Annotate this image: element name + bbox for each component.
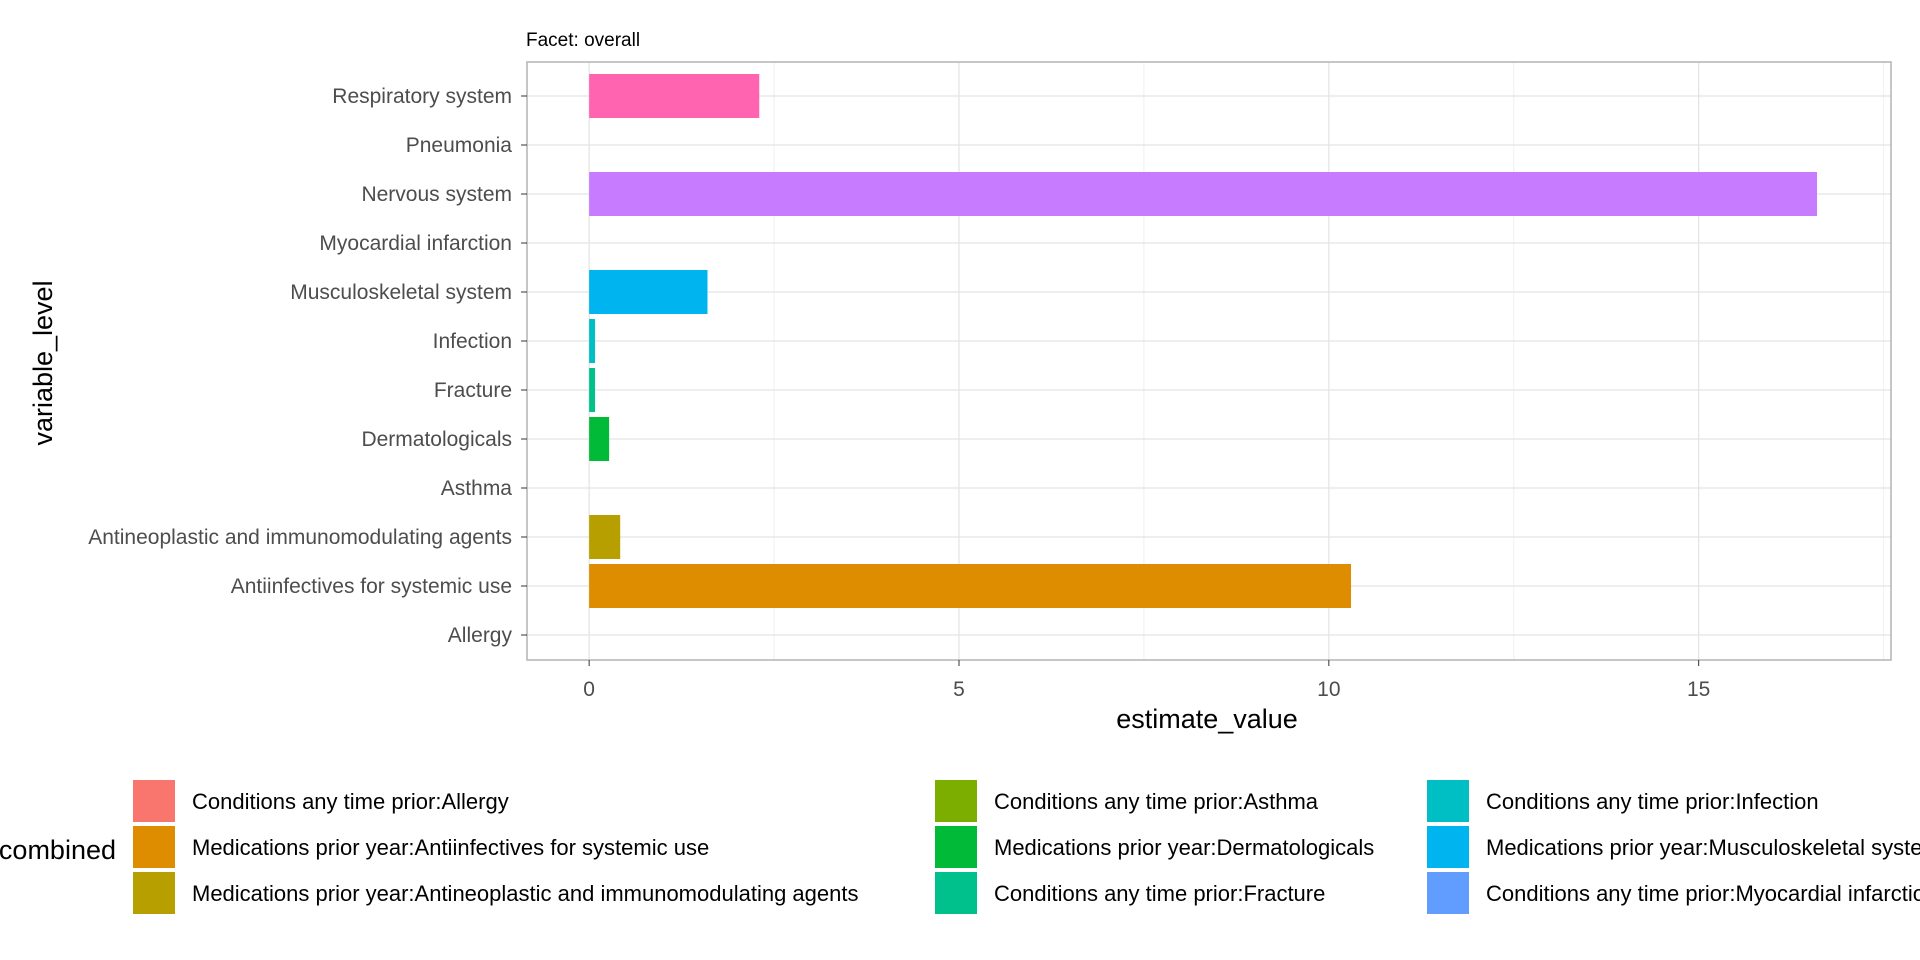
legend-label: Conditions any time prior:Allergy: [192, 789, 509, 814]
bar: [589, 368, 596, 412]
y-axis-title: variable_level: [28, 280, 58, 445]
legend-key: [1427, 872, 1469, 914]
bar: [589, 515, 621, 559]
panel-border: [526, 61, 1892, 661]
legend-label: Conditions any time prior:Fracture: [994, 881, 1325, 906]
y-tick-label: Myocardial infarction: [319, 232, 512, 255]
legend-label: Medications prior year:Antineoplastic an…: [192, 881, 858, 906]
x-tick-label: 10: [1317, 678, 1340, 701]
legend-title: combined: [0, 835, 116, 865]
legend-key: [935, 780, 977, 822]
panel-background: [527, 62, 1891, 660]
legend-key: [1427, 826, 1469, 868]
x-axis-title: estimate_value: [1116, 704, 1298, 734]
y-tick-label: Musculoskeletal system: [290, 281, 512, 304]
facet-label: Facet: overall: [526, 30, 640, 51]
bar: [589, 564, 1352, 608]
y-tick-label: Antineoplastic and immunomodulating agen…: [88, 526, 512, 549]
bar: [589, 74, 760, 118]
y-tick-label: Dermatologicals: [361, 428, 512, 451]
y-tick-label: Pneumonia: [406, 134, 513, 157]
plot-panel: Allergy Antiinfectives for systemic use An…: [88, 61, 1892, 701]
x-tick-label: 5: [953, 678, 965, 701]
legend-label: Medications prior year:Dermatologicals: [994, 835, 1374, 860]
legend-key: [133, 780, 175, 822]
y-tick-label: Nervous system: [361, 183, 512, 206]
y-tick-label: Infection: [433, 330, 512, 353]
legend-key: [133, 872, 175, 914]
legend-key: [1427, 780, 1469, 822]
y-tick-label: Fracture: [434, 379, 512, 402]
legend-label: Medications prior year:Musculoskeletal s…: [1486, 835, 1920, 860]
legend: combined Conditions any time prior:Aller…: [0, 780, 1920, 914]
y-tick-label: Asthma: [441, 477, 513, 500]
legend-key: [935, 826, 977, 868]
legend-key: [935, 872, 977, 914]
y-tick-label: Respiratory system: [332, 85, 512, 108]
x-tick-label: 15: [1687, 678, 1710, 701]
legend-label: Conditions any time prior:Infection: [1486, 789, 1819, 814]
y-tick-label: Antiinfectives for systemic use: [231, 575, 512, 598]
legend-label: Conditions any time prior:Myocardial inf…: [1486, 881, 1920, 906]
y-tick-label: Allergy: [448, 624, 513, 647]
legend-label: Medications prior year:Antiinfectives fo…: [192, 835, 709, 860]
legend-key: [133, 826, 175, 868]
bar: [589, 172, 1818, 216]
legend-label: Conditions any time prior:Asthma: [994, 789, 1319, 814]
bar: [589, 270, 708, 314]
bar: [589, 417, 610, 461]
x-tick-label: 0: [583, 678, 595, 701]
bar: [589, 319, 596, 363]
